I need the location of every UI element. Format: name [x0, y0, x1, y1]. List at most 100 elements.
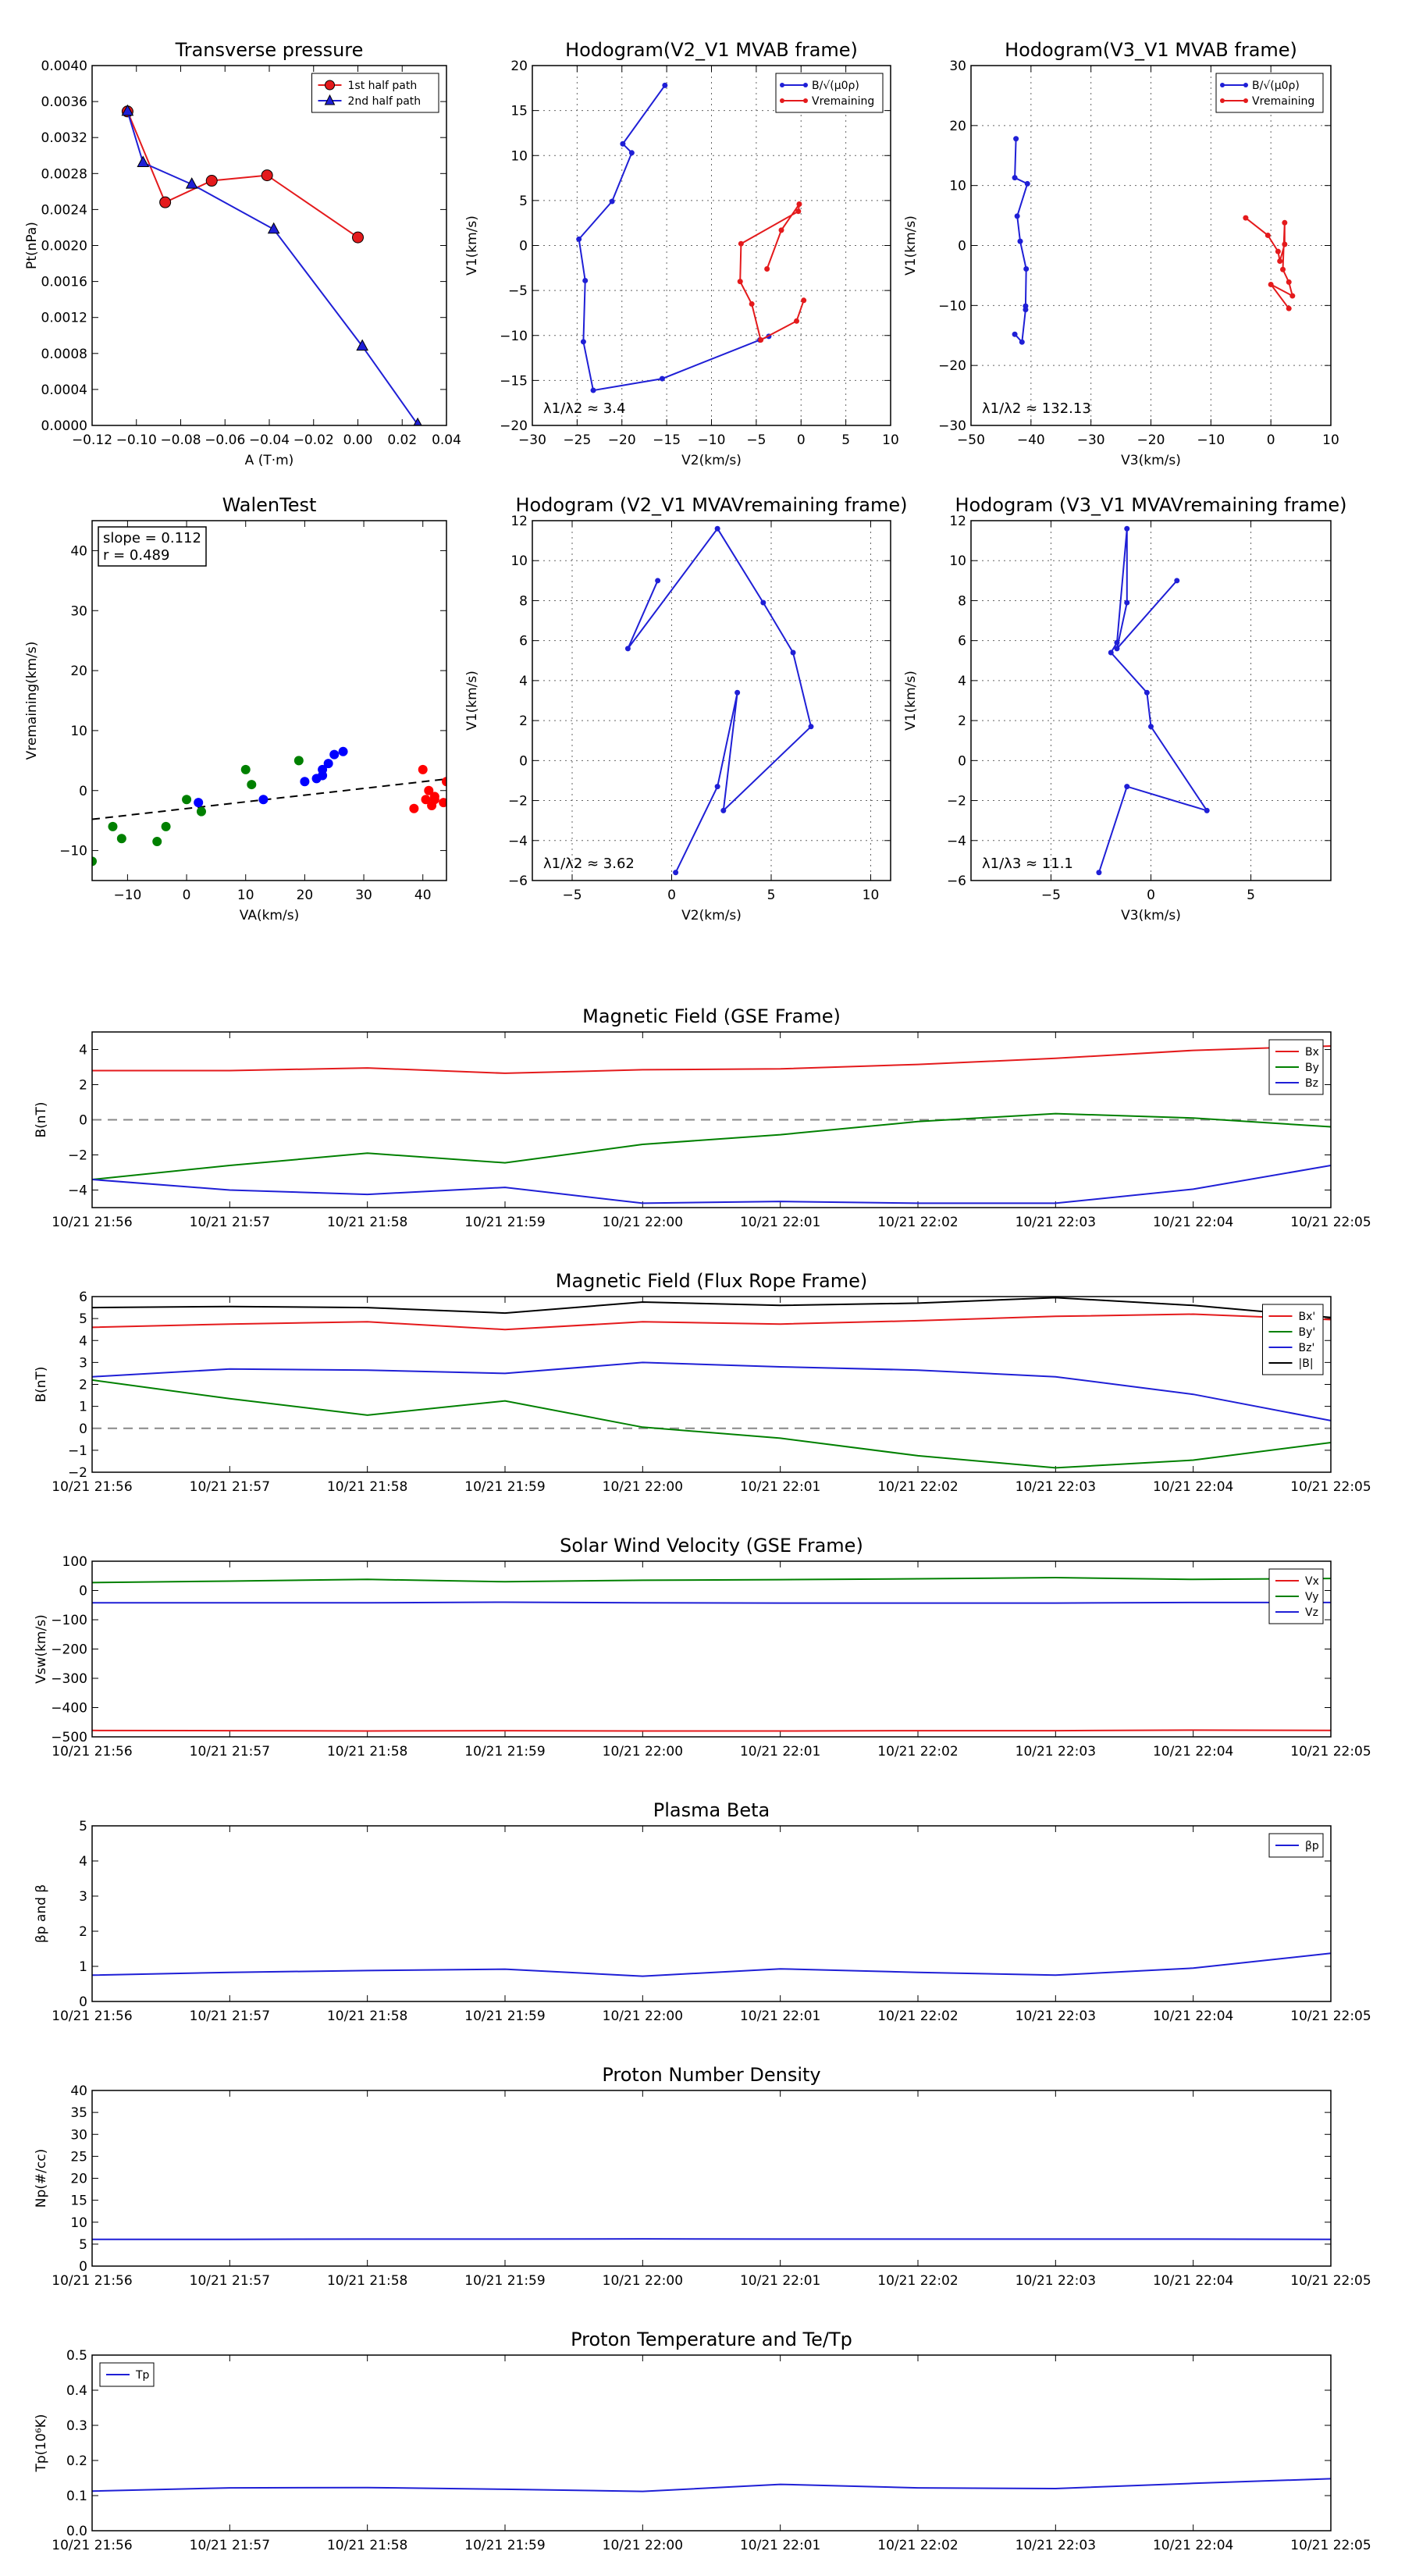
- legend-marker: [324, 94, 336, 105]
- y-tick-label: 10: [70, 2215, 87, 2231]
- legend-box: [1215, 73, 1324, 113]
- y-tick-label: 30: [70, 603, 87, 619]
- data-marker: [582, 277, 589, 283]
- data-marker: [801, 297, 807, 304]
- x-tick-label: −0.12: [72, 432, 112, 448]
- data-marker: [1108, 649, 1114, 656]
- data-marker: [580, 339, 586, 345]
- x-tick-label: 10/21 22:00: [603, 1479, 683, 1495]
- y-tick-label: 0: [958, 239, 966, 254]
- series-line: [578, 84, 770, 392]
- plot-area: [92, 1952, 1331, 1977]
- stats-line: r = 0.489: [103, 547, 169, 564]
- y-tick-label: 20: [70, 664, 87, 679]
- ratio-annotation: λ1/λ2 ≈ 3.62: [543, 856, 635, 872]
- scatter-point: [424, 785, 434, 795]
- legend-label: Vy: [1305, 1591, 1319, 1603]
- stats-box-frame: [98, 526, 207, 567]
- y-tick-label: 1: [79, 1400, 87, 1415]
- data-marker: [356, 339, 369, 351]
- chart-title: Magnetic Field (GSE Frame): [582, 1005, 841, 1027]
- y-tick-label: 0.0016: [41, 275, 87, 290]
- x-tick-label: −20: [608, 432, 636, 448]
- chart-7: Magnetic Field (GSE Frame) 10/21 21:56 10/…: [34, 1005, 1371, 1230]
- plot-frame: [532, 520, 891, 881]
- plot-area: [92, 1297, 1331, 1469]
- y-tick-label: 20: [70, 2172, 87, 2187]
- legend-label: Vz: [1305, 1606, 1318, 1619]
- x-tick-label: −40: [1017, 432, 1045, 448]
- x-tick-label: −5: [562, 888, 582, 903]
- x-axis-label: V3(km/s): [1121, 908, 1181, 923]
- data-marker: [1012, 331, 1018, 337]
- data-marker: [794, 318, 800, 324]
- chart-title: Hodogram (V2_V1 MVAVremaining frame): [515, 494, 907, 516]
- x-tick-label: 10/21 21:57: [190, 2273, 270, 2289]
- y-tick-label: 0: [79, 1421, 87, 1437]
- scatter-point: [92, 856, 97, 866]
- x-tick-label: 10/21 22:05: [1290, 2008, 1371, 2024]
- y-tick-label: 4: [958, 674, 966, 689]
- data-marker: [1124, 600, 1130, 606]
- y-tick-label: 0.2: [66, 2453, 87, 2469]
- y-tick-label: 20: [510, 59, 528, 74]
- x-tick-label: 10/21 22:05: [1290, 2538, 1371, 2553]
- plot-frame: [91, 2354, 1332, 2532]
- data-marker: [1277, 258, 1283, 264]
- y-tick-label: −300: [51, 1671, 87, 1687]
- legend-label: Vremaining: [1252, 95, 1314, 108]
- x-tick-label: 10/21 22:03: [1016, 2273, 1096, 2289]
- series-line: [92, 1952, 1331, 1977]
- y-tick-label: 4: [519, 674, 528, 689]
- legend-label: By: [1305, 1062, 1319, 1074]
- x-tick-label: 5: [1247, 888, 1255, 903]
- data-marker: [624, 646, 631, 652]
- x-tick-label: 10/21 22:04: [1153, 1744, 1233, 1759]
- y-tick-label: 2: [79, 1924, 87, 1940]
- y-tick-label: 5: [79, 1311, 87, 1327]
- data-marker: [760, 600, 767, 606]
- chart-2: Hodogram(V2_V1 MVAB frame) −30 −25 −20 −15 −1…: [464, 39, 899, 468]
- legend-label: 1st half path: [348, 80, 418, 92]
- y-tick-label: 1: [79, 1959, 87, 1975]
- x-tick-label: 0: [797, 432, 806, 448]
- x-tick-label: 10/21 21:59: [464, 1215, 545, 1230]
- y-tick-label: 25: [70, 2149, 87, 2165]
- y-tick-label: 12: [510, 514, 528, 529]
- scatter-point: [300, 777, 310, 787]
- chart-title: Proton Number Density: [602, 2064, 820, 2086]
- chart-title: Solar Wind Velocity (GSE Frame): [560, 1535, 863, 1557]
- y-axis-label: Vsw(km/s): [34, 1614, 49, 1684]
- legend-label: Bx': [1299, 1311, 1316, 1323]
- x-tick-label: 30: [355, 888, 372, 903]
- x-tick-label: −10: [1197, 432, 1225, 448]
- y-tick-label: 10: [949, 553, 966, 569]
- chart-4: WalenTest −10 0 10 20 30 40 −10 0 10 20 30 40 VA(km/s…: [24, 494, 447, 923]
- data-marker: [1014, 213, 1020, 219]
- series-line: [92, 1313, 1331, 1331]
- legend-marker: [803, 83, 808, 87]
- x-tick-label: 10/21 22:05: [1290, 1479, 1371, 1495]
- y-tick-label: 30: [949, 59, 966, 74]
- y-tick-label: 0: [79, 784, 87, 799]
- x-tick-label: −15: [653, 432, 681, 448]
- data-marker: [1013, 136, 1019, 142]
- data-marker: [1264, 232, 1271, 238]
- x-tick-label: 20: [297, 888, 314, 903]
- series-line: [92, 2478, 1331, 2492]
- x-tick-label: 0: [1267, 432, 1275, 448]
- y-tick-label: 0: [79, 1584, 87, 1599]
- y-tick-label: 3: [79, 1889, 87, 1905]
- x-axis-label: V2(km/s): [681, 453, 742, 468]
- plot-area: [92, 1045, 1331, 1204]
- data-marker: [185, 177, 198, 189]
- y-tick-label: −6: [508, 873, 528, 889]
- chart-12: Proton Temperature and Te/Tp 10/21 21:56 1…: [34, 2329, 1371, 2553]
- y-tick-label: 10: [510, 148, 528, 164]
- y-tick-label: 0.0040: [41, 59, 87, 74]
- y-tick-label: −2: [68, 1148, 87, 1164]
- x-tick-label: 10: [1322, 432, 1339, 448]
- data-marker: [1012, 175, 1018, 181]
- data-marker: [714, 784, 720, 790]
- x-tick-label: 10/21 21:57: [190, 1479, 270, 1495]
